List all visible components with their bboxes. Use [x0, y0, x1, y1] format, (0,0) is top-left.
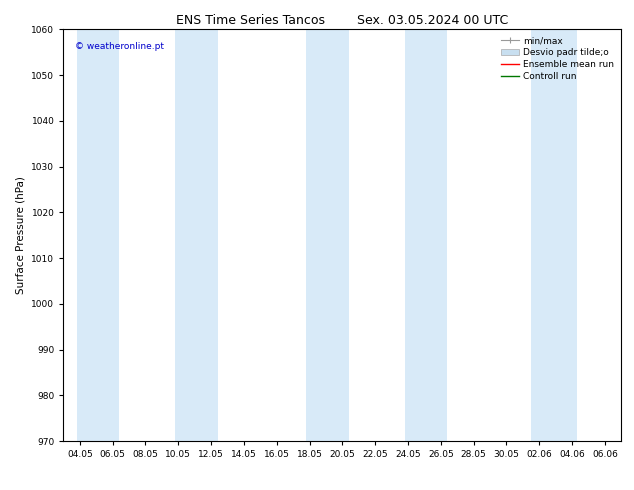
Legend: min/max, Desvio padr tilde;o, Ensemble mean run, Controll run: min/max, Desvio padr tilde;o, Ensemble m… [499, 34, 617, 83]
Bar [531, 29, 557, 441]
Bar [554, 29, 577, 441]
Y-axis label: Surface Pressure (hPa): Surface Pressure (hPa) [16, 176, 26, 294]
Bar [424, 29, 448, 441]
Text: © weatheronline.pt: © weatheronline.pt [75, 42, 164, 51]
Bar [404, 29, 428, 441]
Bar [195, 29, 217, 441]
Bar [77, 29, 100, 441]
Bar [306, 29, 329, 441]
Bar [96, 29, 119, 441]
Title: ENS Time Series Tancos        Sex. 03.05.2024 00 UTC: ENS Time Series Tancos Sex. 03.05.2024 0… [176, 14, 508, 27]
Bar [175, 29, 198, 441]
Bar [326, 29, 349, 441]
